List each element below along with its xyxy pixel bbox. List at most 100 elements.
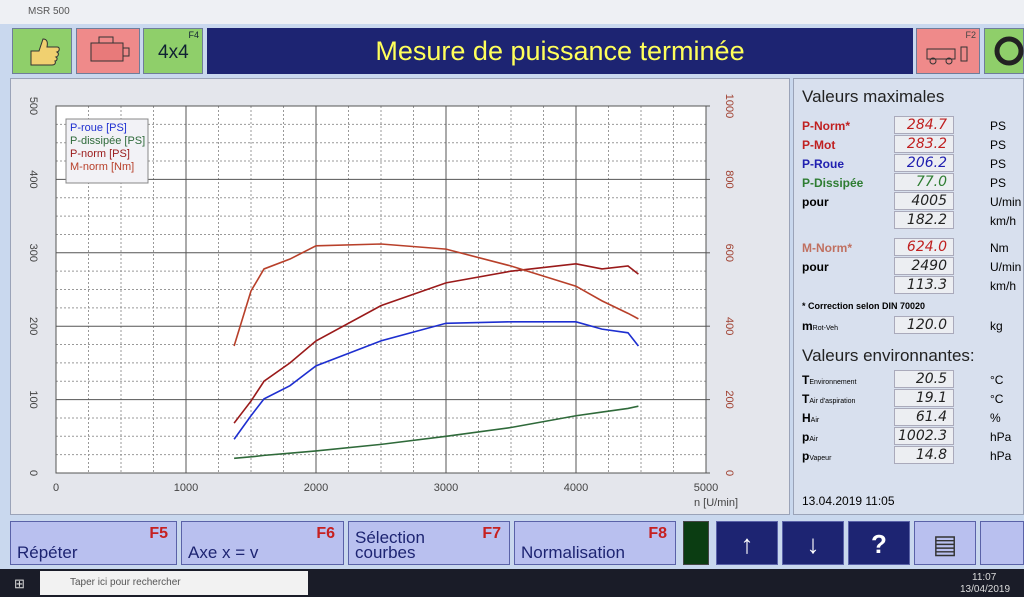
chart-area: 0 1000 2000 3000 4000 5000 0 100 200 300 400 500 0 20… (10, 78, 790, 515)
value-row: 113.3 km/h (802, 276, 1024, 296)
y-tick-label: 300 (27, 244, 39, 262)
search-box[interactable]: Taper ici pour rechercher (40, 571, 308, 595)
y-tick-label: 100 (27, 390, 39, 408)
brake-icon (926, 46, 968, 65)
row-label: mRot-Veh (802, 319, 838, 333)
row-label-sub: Air d'aspiration (809, 398, 856, 405)
legend-entry: P-norm [PS] (70, 148, 130, 160)
row-unit: PS (990, 157, 1007, 171)
row-unit: km/h (990, 214, 1017, 228)
start-button[interactable]: ⊞ (14, 576, 25, 591)
engine-button[interactable] (76, 28, 140, 74)
clock-time: 11:07 (972, 572, 997, 583)
row-value: 2490 (894, 257, 954, 275)
led-indicator (683, 521, 709, 565)
env-title: Valeurs environnantes: (802, 346, 975, 365)
series-line (233, 320, 640, 440)
function-label: Axe x = v (188, 543, 259, 562)
print-button[interactable]: ▤ (914, 521, 976, 565)
row-value: 1002.3 (894, 427, 954, 445)
row-unit: U/min (990, 195, 1022, 209)
help-button[interactable]: ? (848, 521, 910, 565)
row-unit: °C (990, 373, 1004, 387)
exit-button[interactable] (984, 28, 1024, 74)
drive-key: F4 (188, 30, 199, 40)
row-label: pour (802, 195, 829, 209)
engine-icon (90, 36, 130, 62)
row-value: 283.2 (894, 135, 954, 153)
legend: P-roue [PS]P-dissipée [PS]P-norm [PS]M-n… (65, 118, 149, 184)
legend-entry: P-roue [PS] (70, 122, 127, 134)
row-label-sub: Vapeur (809, 455, 832, 462)
function-button[interactable]: F5 Répéter (10, 521, 177, 565)
row-value: 284.7 (894, 116, 954, 134)
timestamp: 13.04.2019 11:05 (802, 494, 895, 508)
series-line (233, 263, 639, 424)
exit-icon (994, 36, 1024, 66)
row-unit: PS (990, 176, 1007, 190)
y2-tick-label: 400 (723, 317, 735, 335)
row-unit: km/h (990, 279, 1017, 293)
row-value: 182.2 (894, 211, 954, 229)
row-unit: Nm (990, 241, 1009, 255)
y-tick-label: 0 (27, 470, 39, 476)
value-row: TAir d'aspiration 19.1 °C (802, 389, 1024, 409)
x-tick-label: 0 (53, 482, 59, 494)
note: * Correction selon DIN 70020 (802, 301, 926, 311)
row-value: 4005 (894, 192, 954, 210)
function-label: Sélection courbes (355, 528, 425, 562)
y2-tick-label: 800 (723, 170, 735, 188)
function-label: Normalisation (521, 543, 625, 562)
series-line (234, 405, 639, 460)
value-row: pour 4005 U/min (802, 192, 1024, 212)
row-unit: PS (990, 138, 1007, 152)
function-button[interactable]: F8 Normalisation (514, 521, 676, 565)
x-tick-label: 3000 (434, 482, 458, 494)
row-label: TEnvironnement (802, 373, 857, 387)
thumb-button[interactable] (12, 28, 72, 74)
x-tick-label: 1000 (174, 482, 198, 494)
x-tick-label: 5000 (694, 482, 718, 494)
row-unit: kg (990, 319, 1003, 333)
row-unit: PS (990, 119, 1007, 133)
y2-tick-label: 0 (723, 470, 735, 476)
y-tick-label: 500 (27, 97, 39, 115)
function-button[interactable]: F7 Sélection courbes (348, 521, 510, 565)
brake-button[interactable]: F2 (916, 28, 980, 74)
up-button[interactable]: ↑ (716, 521, 778, 565)
row-value: 14.8 (894, 446, 954, 464)
row-label: pAir (802, 430, 818, 444)
x-tick-label: 2000 (304, 482, 328, 494)
value-row: mRot-Veh 120.0 kg (802, 316, 1024, 336)
x-tick-label: 4000 (564, 482, 588, 494)
value-row: P-Roue 206.2 PS (802, 154, 1024, 174)
row-label-sub: Rot-Veh (812, 325, 838, 332)
results-panel: Valeurs maximales * Correction selon DIN… (793, 78, 1024, 515)
row-value: 206.2 (894, 154, 954, 172)
row-unit: hPa (990, 430, 1012, 444)
row-value: 61.4 (894, 408, 954, 426)
row-label-sub: Air (809, 436, 818, 443)
row-unit: °C (990, 392, 1004, 406)
x-axis-label: n [U/min] (694, 497, 738, 509)
down-button[interactable]: ↓ (782, 521, 844, 565)
row-value: 77.0 (894, 173, 954, 191)
function-button[interactable]: F6 Axe x = v (181, 521, 344, 565)
window-title: MSR 500 (0, 0, 1024, 24)
row-value: 624.0 (894, 238, 954, 256)
row-value: 120.0 (894, 316, 954, 334)
extra-button[interactable] (980, 521, 1024, 565)
status-title: Mesure de puissance terminée (207, 28, 913, 74)
value-row: P-Norm* 284.7 PS (802, 116, 1024, 136)
value-row: pour 2490 U/min (802, 257, 1024, 277)
function-key: F5 (149, 525, 168, 542)
drive-button[interactable]: 4x4 F4 (143, 28, 203, 74)
taskbar: ⊞ Taper ici pour rechercher 11:07 13/04/… (0, 569, 1024, 597)
row-label: HAir (802, 411, 820, 425)
legend-entry: P-dissipée [PS] (70, 135, 145, 147)
row-label: P-Dissipée (802, 176, 864, 190)
y-tick-label: 400 (27, 170, 39, 188)
y2-tick-label: 200 (723, 390, 735, 408)
row-unit: hPa (990, 449, 1012, 463)
